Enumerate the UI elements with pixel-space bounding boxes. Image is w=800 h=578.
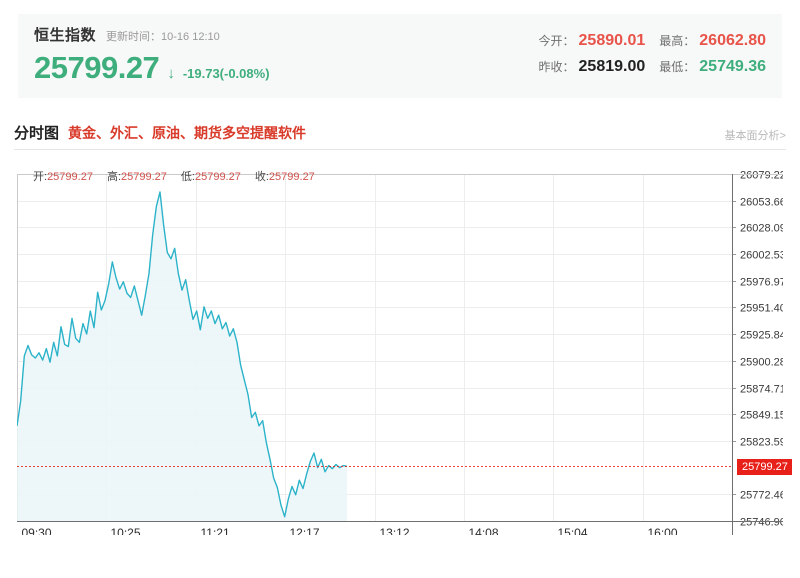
prev-close-value: 25819.00 <box>578 58 646 75</box>
svg-text:25925.84: 25925.84 <box>740 330 783 342</box>
low-value: 25749.36 <box>699 58 766 75</box>
svg-text:25823.59: 25823.59 <box>740 437 783 449</box>
price-change: -19.73(-0.08%) <box>182 66 270 81</box>
chart-canvas[interactable]: 26079.22 26053.66 26028.09 26002.53 25976.97… <box>17 160 783 535</box>
last-price: 25799.27 <box>34 50 160 85</box>
current-price-badge: 25799.27 <box>737 458 792 475</box>
legend-open: 开:25799.27 <box>33 168 93 184</box>
legend-close: 收:25799.27 <box>255 168 315 184</box>
legend-open-value: 25799.27 <box>47 171 93 183</box>
legend-high: 高:25799.27 <box>107 168 167 184</box>
intraday-chart[interactable]: 开:25799.27 高:25799.27 低:25799.27 收:25799… <box>17 160 792 535</box>
legend-open-label: 开: <box>33 171 48 183</box>
legend-low: 低:25799.27 <box>181 168 241 184</box>
svg-text:14:08: 14:08 <box>469 526 499 535</box>
legend-low-label: 低: <box>180 171 195 183</box>
svg-text:26028.09: 26028.09 <box>740 223 783 235</box>
svg-text:25976.97: 25976.97 <box>740 277 783 289</box>
svg-text:10:25: 10:25 <box>111 526 141 535</box>
svg-text:25746.90: 25746.90 <box>740 517 783 529</box>
quote-stats-row-2: 昨收： 25819.00 最低： 25749.36 <box>539 58 767 84</box>
quote-header-panel: 恒生指数 更新时间：10-16 12:10 25799.27 ↓ -19.73(… <box>18 14 782 98</box>
legend-high-label: 高: <box>106 171 122 183</box>
svg-text:25874.71: 25874.71 <box>740 384 783 396</box>
prev-close-label: 昨收： <box>538 60 575 74</box>
chart-ohlc-legend: 开:25799.27 高:25799.27 低:25799.27 收:25799… <box>33 168 315 184</box>
quote-primary-block: 恒生指数 更新时间：10-16 12:10 25799.27 ↓ -19.73(… <box>34 24 270 86</box>
svg-text:26079.22: 26079.22 <box>740 170 783 182</box>
update-time-label: 更新时间： <box>106 31 162 43</box>
promo-link[interactable]: 黄金、外汇、原油、期货多空提醒软件 <box>68 125 306 141</box>
svg-text:26002.53: 26002.53 <box>740 250 783 262</box>
svg-text:12:17: 12:17 <box>290 526 320 535</box>
svg-text:16:00: 16:00 <box>648 526 678 535</box>
price-row: 25799.27 ↓ -19.73(-0.08%) <box>34 50 270 86</box>
svg-text:25900.28: 25900.28 <box>740 357 783 369</box>
high-label: 最高： <box>659 34 696 48</box>
down-arrow-icon: ↓ <box>167 65 175 82</box>
quote-stats-row-1: 今开： 25890.01 最高： 26062.80 <box>539 32 767 58</box>
quote-stats-block: 今开： 25890.01 最高： 26062.80 昨收： 25819.00 最… <box>539 32 767 84</box>
svg-text:26053.66: 26053.66 <box>740 197 783 209</box>
legend-close-value: 25799.27 <box>268 171 315 183</box>
svg-text:13:12: 13:12 <box>380 526 410 535</box>
update-time: 更新时间：10-16 12:10 <box>106 28 220 44</box>
low-label: 最低： <box>659 60 696 74</box>
tab-intraday-chart[interactable]: 分时图 <box>14 125 60 142</box>
legend-low-value: 25799.27 <box>194 171 241 183</box>
legend-close-label: 收: <box>254 171 269 183</box>
svg-text:25849.15: 25849.15 <box>740 410 783 422</box>
svg-text:11:21: 11:21 <box>201 526 230 535</box>
high-value: 26062.80 <box>699 32 766 49</box>
index-name-row: 恒生指数 更新时间：10-16 12:10 <box>34 24 270 46</box>
open-value: 25890.01 <box>578 32 646 49</box>
legend-high-value: 25799.27 <box>121 171 167 183</box>
fundamental-analysis-link[interactable]: 基本面分析> <box>724 130 786 142</box>
update-time-value: 10-16 12:10 <box>161 31 220 43</box>
chart-tabbar: 分时图 黄金、外汇、原油、期货多空提醒软件 基本面分析> <box>0 118 800 152</box>
svg-text:15:04: 15:04 <box>558 526 588 535</box>
open-label: 今开： <box>538 34 575 48</box>
svg-text:25951.40: 25951.40 <box>740 303 783 315</box>
svg-text:25772.46: 25772.46 <box>740 490 783 502</box>
svg-text:09:30: 09:30 <box>22 526 52 535</box>
tabbar-divider <box>14 149 786 150</box>
index-name: 恒生指数 <box>34 27 97 44</box>
